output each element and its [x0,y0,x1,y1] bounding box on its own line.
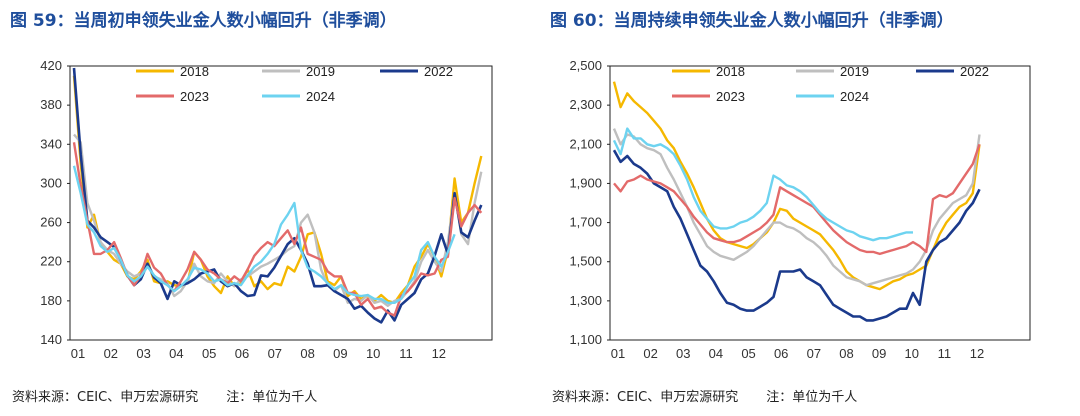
series-line-2018 [612,81,981,291]
y-tick-label: 2,500 [569,58,602,73]
y-tick-label: 1,900 [569,175,602,190]
legend-label-2024: 2024 [840,89,869,104]
unit-note: 注：单位为千人 [226,390,318,405]
x-tick-label: 05 [741,346,755,361]
x-tick-label: 10 [366,346,380,361]
y-tick-label: 2,100 [569,136,602,151]
x-tick-label: 06 [235,346,249,361]
chart-source-line: 资料来源：CEIC、申万宏源研究 注：单位为千人 [12,386,317,405]
legend-label-2022: 2022 [424,64,453,79]
x-tick-label: 04 [709,346,723,361]
x-tick-label: 03 [136,346,150,361]
legend-label-2023: 2023 [180,89,209,104]
x-tick-label: 08 [300,346,314,361]
series-line-2019 [612,128,981,287]
y-tick-label: 1,500 [569,254,602,269]
legend-label-2022: 2022 [960,64,989,79]
legend-label-2018: 2018 [716,64,745,79]
y-tick-label: 140 [40,332,62,347]
x-tick-label: 09 [872,346,886,361]
chart-panel-initial-claims: 图 59：当周初申领失业金人数小幅回升（非季调） 140 180 220 260 300… [10,11,493,405]
x-tick-label: 02 [104,346,118,361]
legend-label-2023: 2023 [716,89,745,104]
x-tick-label: 12 [970,346,984,361]
chart-title: 图 60：当周持续申领失业金人数小幅回升（非季调） [550,11,954,31]
legend-label-2024: 2024 [306,89,335,104]
y-tick-label: 420 [40,58,62,73]
y-tick-label: 260 [40,215,62,230]
x-tick-label: 08 [839,346,853,361]
plot-frame [609,65,1031,341]
series-line-2023 [72,142,483,317]
x-tick-label: 10 [905,346,919,361]
series-line-2023 [613,143,981,256]
chart-panel-continuing-claims: 图 60：当周持续申领失业金人数小幅回升（非季调） 1,100 1,300 1,50… [540,0,1080,416]
x-tick-label: 07 [807,346,821,361]
y-tick-label: 380 [40,97,62,112]
y-tick-label: 2,300 [569,97,602,112]
y-tick-label: 220 [40,254,62,269]
legend-label-2019: 2019 [840,64,869,79]
series-line-2024 [72,165,456,304]
y-tick-label: 300 [40,175,62,190]
x-tick-label: 09 [333,346,347,361]
x-tick-label: 05 [202,346,216,361]
y-tick-label: 1,700 [569,215,602,230]
x-tick-label: 03 [676,346,690,361]
x-tick-label: 12 [432,346,446,361]
x-tick-label: 07 [268,346,282,361]
plot-frame [69,65,493,341]
legend-label-2018: 2018 [180,64,209,79]
x-tick-label: 06 [774,346,788,361]
unit-note: 注：单位为千人 [766,390,858,405]
series-line-2022 [612,149,981,322]
continuing-claims-chart: 1,100 1,300 1,500 1,700 1,900 2,100 2,300 2,500… [569,58,1031,361]
series-line-2024 [612,127,913,242]
y-tick-label: 1,300 [569,293,602,308]
source-text: 资料来源：CEIC、申万宏源研究 [552,390,739,405]
legend-label-2019: 2019 [306,64,335,79]
chart-title: 图 59：当周初申领失业金人数小幅回升（非季调） [10,11,397,31]
y-tick-label: 180 [40,293,62,308]
series-line-2018 [72,75,483,304]
x-tick-label: 11 [938,346,952,361]
initial-claims-chart: 140 180 220 260 300 340 380 420 01 02 03 04 05 06 07 08… [40,58,493,361]
x-tick-label: 04 [169,346,183,361]
x-tick-label: 02 [643,346,657,361]
y-tick-label: 340 [40,136,62,151]
chart-source-line: 资料来源：CEIC、申万宏源研究 注：单位为千人 [552,386,857,405]
source-text: 资料来源：CEIC、申万宏源研究 [12,390,199,405]
y-tick-label: 1,100 [569,332,602,347]
x-tick-label: 11 [399,346,413,361]
x-tick-label: 01 [611,346,625,361]
x-tick-label: 01 [71,346,85,361]
